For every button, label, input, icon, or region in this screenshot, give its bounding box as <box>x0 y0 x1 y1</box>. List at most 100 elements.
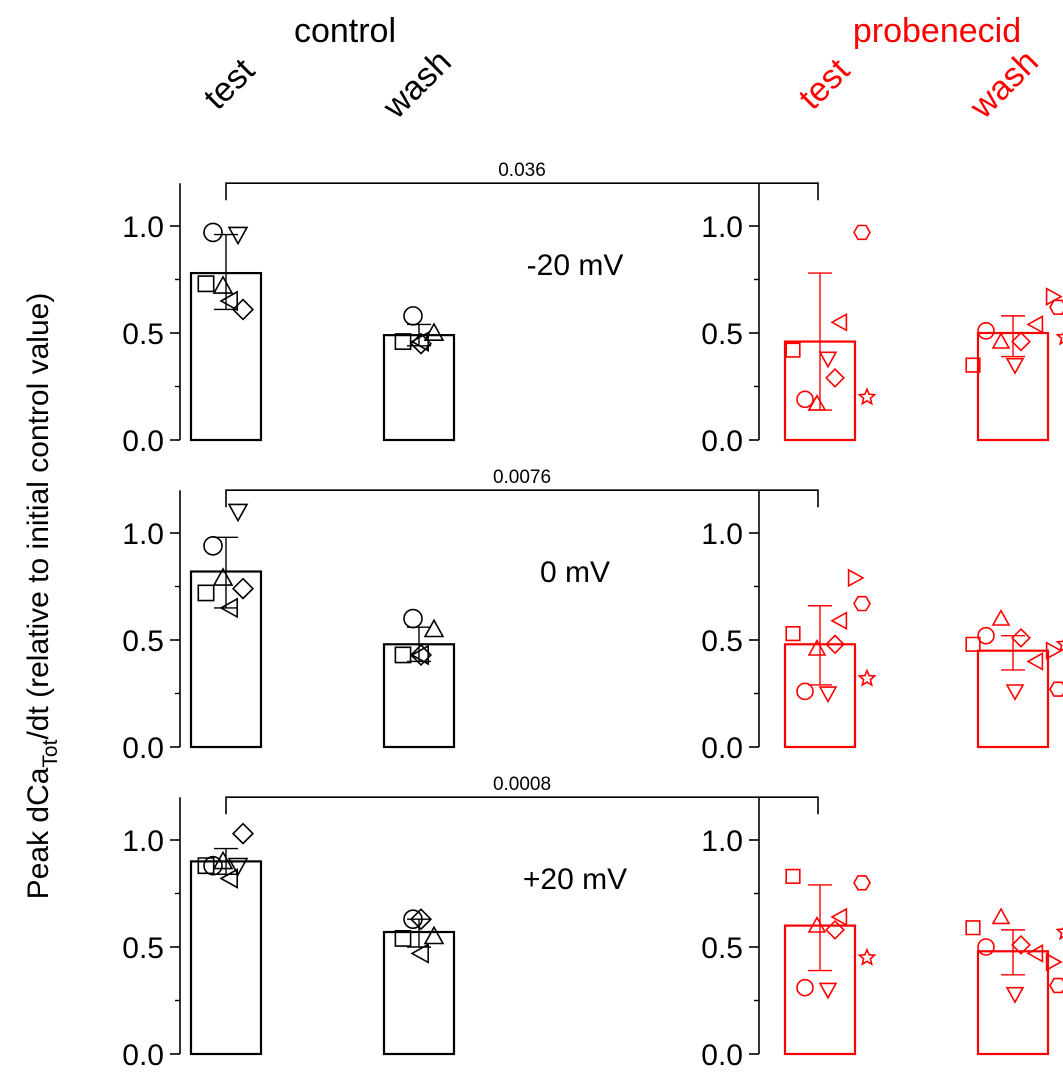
data-point-square <box>394 646 412 664</box>
data-point-square <box>785 626 801 642</box>
data-point-triangle-up <box>991 331 1011 349</box>
data-point-square <box>197 584 215 602</box>
data-point-hexagon <box>853 875 871 891</box>
probenecid-y-tick-label: 0.5 <box>701 625 743 658</box>
data-point-square <box>197 275 215 293</box>
control-y-tick-label: 1.0 <box>122 211 164 244</box>
data-point-square <box>785 868 801 884</box>
data-point-square <box>965 636 981 652</box>
control-title: control <box>294 12 396 50</box>
probenecid-y-tick-label: 0.5 <box>701 932 743 965</box>
y-axis-label-main: Peak dCa <box>22 767 55 899</box>
data-point-triangle-up <box>423 618 445 638</box>
data-point-triangle-left <box>830 611 848 631</box>
data-point-triangle-left <box>219 290 238 312</box>
probenecid-y-tick-label: 1.0 <box>701 211 743 244</box>
data-point-triangle-up <box>991 608 1011 626</box>
data-point-circle <box>403 306 423 326</box>
significance-bracket <box>225 489 819 508</box>
data-point-square <box>965 920 981 936</box>
data-point-diamond <box>409 908 433 931</box>
data-point-triangle-up <box>212 567 234 586</box>
data-point-hexagon <box>1049 977 1063 994</box>
data-point-triangle-up <box>807 638 827 656</box>
probenecid-title: probenecid <box>853 12 1021 50</box>
control-y-tick-label: 1.0 <box>122 825 164 858</box>
probenecid-y-tick-label: 0.0 <box>701 425 743 458</box>
data-point-triangle-right <box>847 568 865 588</box>
voltage-label: -20 mV <box>527 249 624 282</box>
data-point-circle <box>977 938 995 956</box>
probenecid-test-label: test <box>791 51 857 117</box>
control-y-tick-label: 0.0 <box>122 732 164 765</box>
control-y-tick-label: 0.5 <box>122 318 164 351</box>
control-y-tick-label: 0.5 <box>122 625 164 658</box>
data-point-triangle-down <box>1005 684 1025 702</box>
data-point-circle <box>796 390 814 409</box>
data-point-star <box>857 668 877 687</box>
probenecid-y-tick-label: 1.0 <box>701 518 743 551</box>
data-point-triangle-up <box>212 850 234 870</box>
control-y-tick-label: 0.5 <box>122 932 164 965</box>
data-point-triangle-left <box>1026 652 1044 671</box>
data-point-triangle-right <box>1045 952 1063 972</box>
data-point-diamond <box>825 367 845 388</box>
data-point-triangle-left <box>1026 944 1044 963</box>
data-point-star <box>857 947 877 966</box>
p-value-label: 0.0076 <box>493 467 551 488</box>
data-point-triangle-right <box>1045 641 1063 661</box>
data-point-triangle-left <box>410 943 429 964</box>
data-point-triangle-left <box>219 868 238 889</box>
data-point-diamond <box>825 634 845 655</box>
bar-control-test <box>189 860 263 1056</box>
data-point-triangle-down <box>818 351 838 369</box>
data-point-diamond <box>231 822 255 845</box>
data-point-circle <box>203 222 223 243</box>
data-point-circle <box>977 322 995 340</box>
panel-1: 0.0 0.5 1.0 0.0 0.5 1.0 0.036 -20 mV <box>122 160 1063 458</box>
data-point-triangle-left <box>830 907 848 927</box>
data-point-circle <box>403 909 423 929</box>
data-point-star <box>857 387 877 406</box>
data-point-triangle-down <box>1005 357 1025 375</box>
probenecid-wash-label: wash <box>962 43 1046 127</box>
panels: 0.0 0.5 1.0 0.0 0.5 1.0 0.036 -20 mV 0.0 0.5 1.0 0.… <box>122 160 1063 1072</box>
data-point-diamond <box>1011 331 1031 352</box>
panel-2: 0.0 0.5 1.0 0.0 0.5 1.0 0.0076 0 mV <box>122 467 1063 765</box>
probenecid-y-tick-label: 0.0 <box>701 1039 743 1072</box>
control-wash-label: wash <box>375 43 459 127</box>
data-point-triangle-down <box>818 686 838 704</box>
data-point-star <box>1055 639 1063 653</box>
data-point-square <box>394 333 412 350</box>
data-point-square <box>394 930 412 947</box>
control-y-tick-label: 0.0 <box>122 425 164 458</box>
data-point-hexagon <box>1049 681 1063 697</box>
p-value-label: 0.036 <box>498 160 546 181</box>
data-point-triangle-up <box>423 322 445 341</box>
control-test-label: test <box>196 51 262 117</box>
voltage-label: +20 mV <box>523 863 627 896</box>
data-point-star <box>1055 332 1063 346</box>
data-point-triangle-left <box>1026 315 1044 334</box>
voltage-label: 0 mV <box>540 556 610 589</box>
significance-bracket <box>225 796 819 815</box>
data-point-square <box>197 857 215 875</box>
data-point-triangle-down <box>227 503 249 523</box>
data-point-hexagon <box>853 595 871 612</box>
data-point-triangle-left <box>830 312 848 332</box>
data-point-circle <box>203 855 223 876</box>
panel-3: 0.0 0.5 1.0 0.0 0.5 1.0 0.0008 +20 mV <box>122 774 1063 1072</box>
data-point-star <box>1055 926 1063 941</box>
probenecid-y-tick-label: 0.0 <box>701 732 743 765</box>
p-value-label: 0.0008 <box>493 774 551 795</box>
data-point-diamond <box>825 919 845 940</box>
data-point-diamond <box>231 577 255 600</box>
data-point-circle <box>796 978 814 997</box>
probenecid-y-tick-label: 1.0 <box>701 825 743 858</box>
data-point-triangle-left <box>219 597 238 619</box>
y-axis-label: Peak dCaTot/dt (relative to initial cont… <box>22 293 62 900</box>
data-point-triangle-down <box>818 982 838 1000</box>
data-point-triangle-up <box>212 275 234 294</box>
column-headers: control probenecid test wash test wash <box>196 12 1045 126</box>
